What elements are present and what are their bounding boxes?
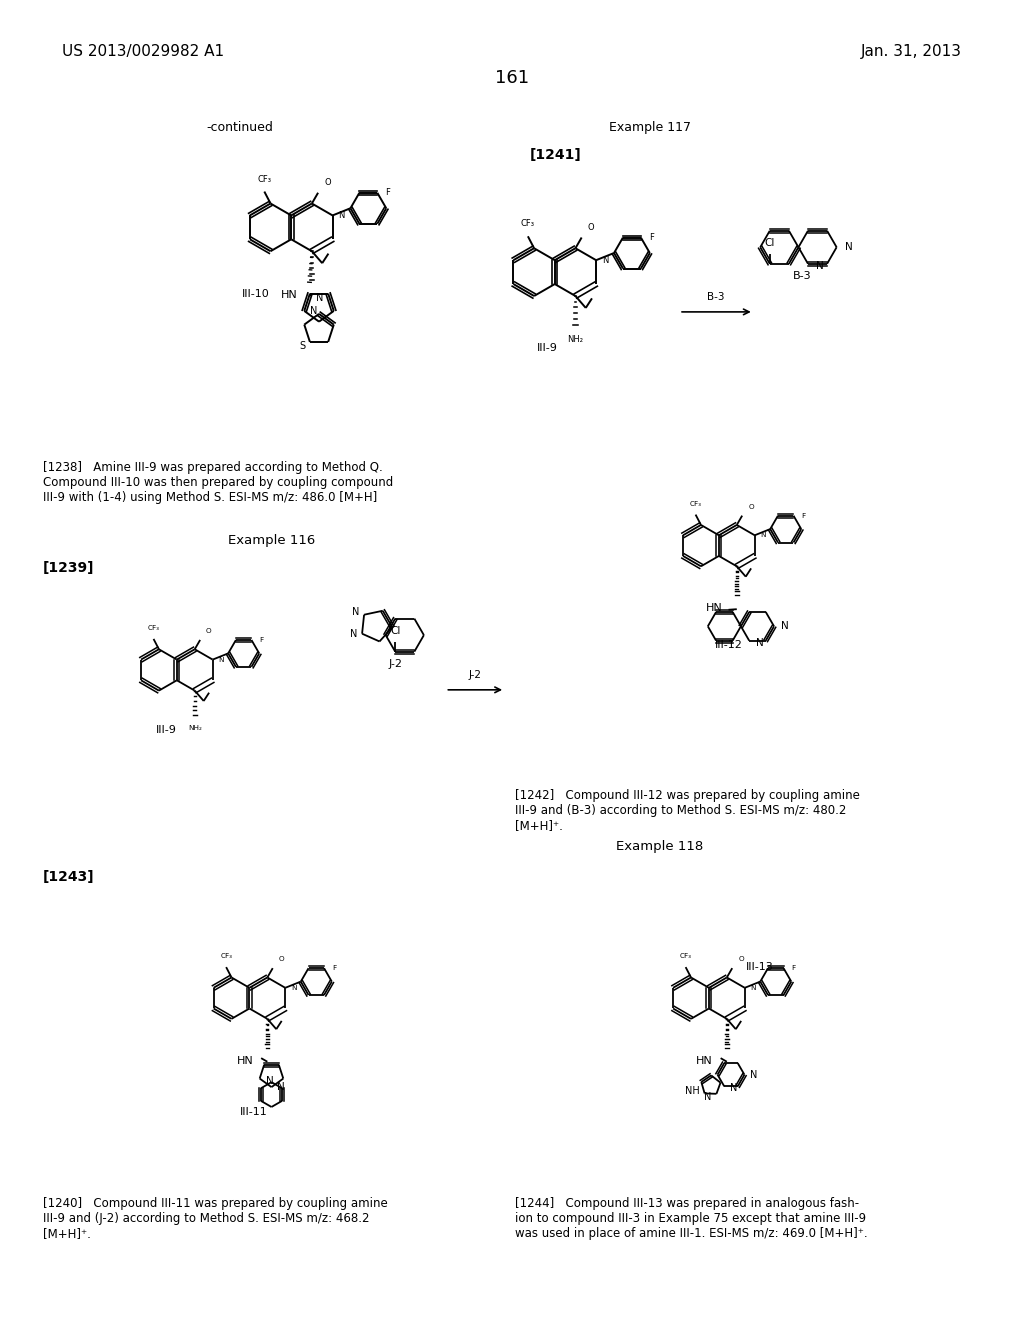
Text: O: O	[588, 223, 594, 231]
Text: [1238]   Amine III-9 was prepared according to Method Q.
Compound III-10 was the: [1238] Amine III-9 was prepared accordin…	[43, 461, 393, 504]
Text: O: O	[324, 178, 331, 187]
Text: O: O	[749, 504, 754, 510]
Text: [1242]   Compound III-12 was prepared by coupling amine
III-9 and (B-3) accordin: [1242] Compound III-12 was prepared by c…	[515, 789, 860, 833]
Text: III-11: III-11	[240, 1107, 267, 1117]
Text: N: N	[816, 261, 823, 271]
Text: F: F	[259, 638, 263, 643]
Text: B-3: B-3	[708, 292, 725, 302]
Text: N: N	[751, 1069, 758, 1080]
Text: N: N	[845, 243, 852, 252]
Text: 161: 161	[495, 69, 529, 87]
Text: NH₂: NH₂	[187, 726, 202, 731]
Text: US 2013/0029982 A1: US 2013/0029982 A1	[62, 44, 224, 59]
Text: CF₃: CF₃	[680, 953, 691, 960]
Text: O: O	[279, 956, 285, 962]
Text: N: N	[751, 985, 757, 991]
Text: HN: HN	[281, 290, 298, 300]
Text: O: O	[738, 956, 743, 962]
Text: -continued: -continued	[207, 121, 273, 135]
Text: [1243]: [1243]	[43, 870, 94, 884]
Text: O: O	[206, 628, 212, 634]
Text: N: N	[310, 306, 317, 315]
Text: III-10: III-10	[242, 289, 269, 300]
Text: N: N	[761, 532, 766, 539]
Text: CF₃: CF₃	[689, 500, 701, 507]
Text: CF₃: CF₃	[147, 624, 160, 631]
Text: III-12: III-12	[716, 640, 743, 649]
Text: HN: HN	[707, 603, 723, 614]
Text: N: N	[351, 607, 359, 616]
Text: N: N	[730, 1084, 737, 1093]
Text: N: N	[339, 211, 345, 220]
Text: B-3: B-3	[793, 271, 812, 281]
Text: NH: NH	[685, 1086, 699, 1097]
Text: Cl: Cl	[765, 239, 775, 248]
Text: N: N	[756, 638, 764, 648]
Text: Example 117: Example 117	[609, 121, 691, 135]
Text: [1240]   Compound III-11 was prepared by coupling amine
III-9 and (J-2) accordin: [1240] Compound III-11 was prepared by c…	[43, 1197, 387, 1239]
Text: CF₃: CF₃	[220, 953, 232, 960]
Text: III-9: III-9	[538, 343, 558, 354]
Text: J-2: J-2	[388, 659, 402, 669]
Text: N: N	[350, 628, 357, 639]
Text: N: N	[265, 1076, 273, 1085]
Text: F: F	[802, 512, 806, 519]
Text: III-13: III-13	[746, 962, 774, 972]
Text: [1241]: [1241]	[529, 148, 582, 162]
Text: N: N	[781, 622, 788, 631]
Text: F: F	[649, 234, 653, 242]
Text: CF₃: CF₃	[521, 219, 535, 228]
Text: N: N	[219, 656, 224, 663]
Text: HN: HN	[696, 1056, 713, 1065]
Text: [1244]   Compound III-13 was prepared in analogous fash-
ion to compound III-3 i: [1244] Compound III-13 was prepared in a…	[515, 1197, 867, 1239]
Text: F: F	[385, 189, 390, 197]
Text: NH₂: NH₂	[567, 334, 584, 343]
Text: F: F	[792, 965, 796, 972]
Text: F: F	[332, 965, 336, 972]
Text: HN: HN	[237, 1056, 253, 1065]
Text: CF₃: CF₃	[257, 174, 271, 183]
Text: S: S	[300, 341, 306, 351]
Text: N: N	[705, 1092, 712, 1102]
Text: Jan. 31, 2013: Jan. 31, 2013	[860, 44, 962, 59]
Text: Example 118: Example 118	[615, 841, 702, 854]
Text: N: N	[278, 1082, 286, 1092]
Text: Example 116: Example 116	[227, 535, 315, 548]
Text: Cl: Cl	[390, 626, 400, 636]
Text: J-2: J-2	[469, 669, 481, 680]
Text: N: N	[291, 985, 297, 991]
Text: [1239]: [1239]	[43, 561, 94, 576]
Text: N: N	[315, 293, 324, 302]
Text: N: N	[602, 256, 608, 265]
Text: III-9: III-9	[156, 725, 177, 735]
